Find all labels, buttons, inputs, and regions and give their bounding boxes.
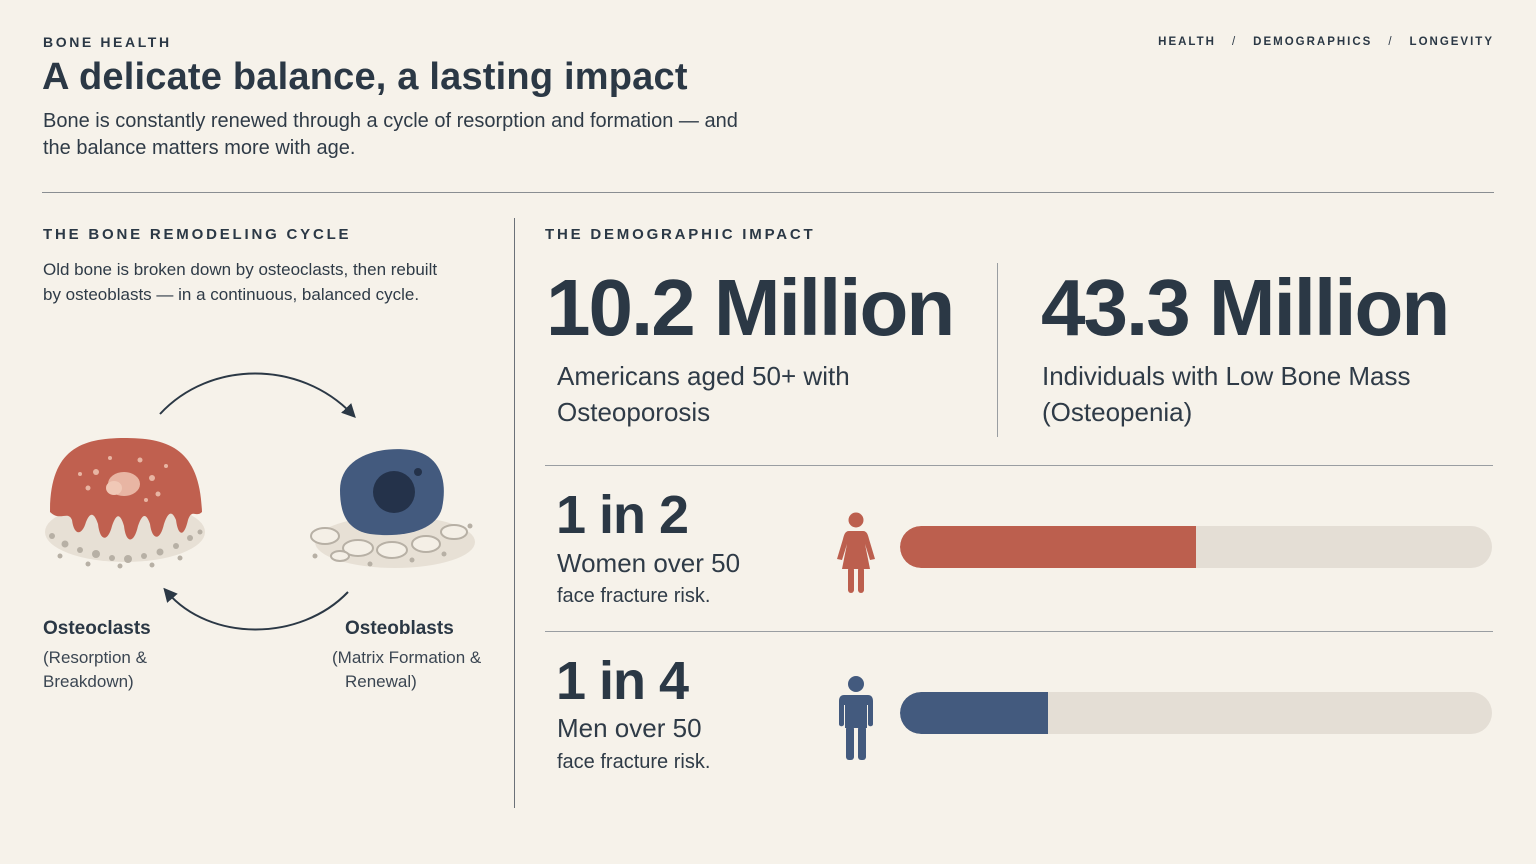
breadcrumb-separator: /: [1388, 36, 1394, 48]
osteoblasts-sub-2: Renewal): [345, 672, 417, 691]
osteoporosis-stat-description: Americans aged 50+ with Osteoporosis: [557, 358, 977, 430]
men-risk-bar: [900, 692, 1492, 734]
osteoclasts-sub-1: (Resorption &: [43, 648, 147, 667]
man-icon: [839, 676, 873, 760]
osteoporosis-stat-value: 10.2 Million: [546, 263, 955, 352]
woman-icon: [837, 512, 875, 593]
women-risk-bar-fill: [900, 526, 1196, 568]
women-label: Women over 50: [557, 548, 741, 578]
cycle-description: Old bone is broken down by osteoclasts, …: [43, 260, 438, 304]
ratio-divider: [545, 631, 1493, 632]
osteoporosis-desc-line-2: Osteoporosis: [557, 397, 711, 427]
osteoclast-cell-icon: [45, 438, 205, 569]
cycle-arrow-bottom: [163, 587, 349, 631]
remodeling-cycle-diagram: [45, 372, 475, 631]
osteopenia-desc-line-1: Individuals with Low Bone Mass: [1042, 361, 1411, 391]
cycle-arrow-top: [159, 372, 356, 419]
osteoclasts-label: Osteoclasts: [43, 618, 151, 639]
women-ratio: 1 in 2: [556, 485, 689, 545]
osteoblast-cell-icon: [310, 449, 475, 568]
men-risk-bar-fill: [900, 692, 1048, 734]
men-sub-label: face fracture risk.: [557, 751, 711, 773]
header-divider: [42, 192, 1494, 193]
stat-divider: [997, 263, 998, 437]
column-divider: [514, 218, 515, 808]
men-label: Men over 50: [557, 713, 702, 743]
women-sub-label: face fracture risk.: [557, 585, 711, 607]
breadcrumb-item-health[interactable]: HEALTH: [1158, 36, 1216, 48]
breadcrumb-separator: /: [1231, 36, 1238, 48]
page-title: A delicate balance, a lasting impact: [42, 56, 688, 98]
eyebrow-label: BONE HEALTH: [43, 34, 172, 50]
stats-divider: [545, 465, 1493, 466]
breadcrumb-item-demographics[interactable]: DEMOGRAPHICS: [1253, 36, 1373, 48]
men-ratio: 1 in 4: [556, 651, 689, 711]
cycle-section-label: THE BONE REMODELING CYCLE: [43, 226, 352, 243]
osteoporosis-desc-line-1: Americans aged 50+ with: [557, 361, 850, 391]
osteoblasts-sub-1: (Matrix Formation &: [332, 648, 482, 667]
women-risk-bar: [900, 526, 1492, 568]
osteopenia-stat-value: 43.3 Million: [1041, 263, 1450, 352]
impact-section-label: THE DEMOGRAPHIC IMPACT: [545, 226, 816, 243]
osteopenia-stat-description: Individuals with Low Bone Mass (Osteopen…: [1042, 358, 1462, 430]
osteoblasts-label: Osteoblasts: [345, 618, 454, 639]
breadcrumb: HEALTH / DEMOGRAPHICS / LONGEVITY: [1158, 36, 1494, 48]
osteopenia-desc-line-2: (Osteopenia): [1042, 397, 1193, 427]
breadcrumb-item-longevity[interactable]: LONGEVITY: [1409, 36, 1494, 48]
page-subtitle: Bone is constantly renewed through a cyc…: [43, 110, 738, 159]
osteoclasts-sub-2: Breakdown): [43, 672, 134, 691]
